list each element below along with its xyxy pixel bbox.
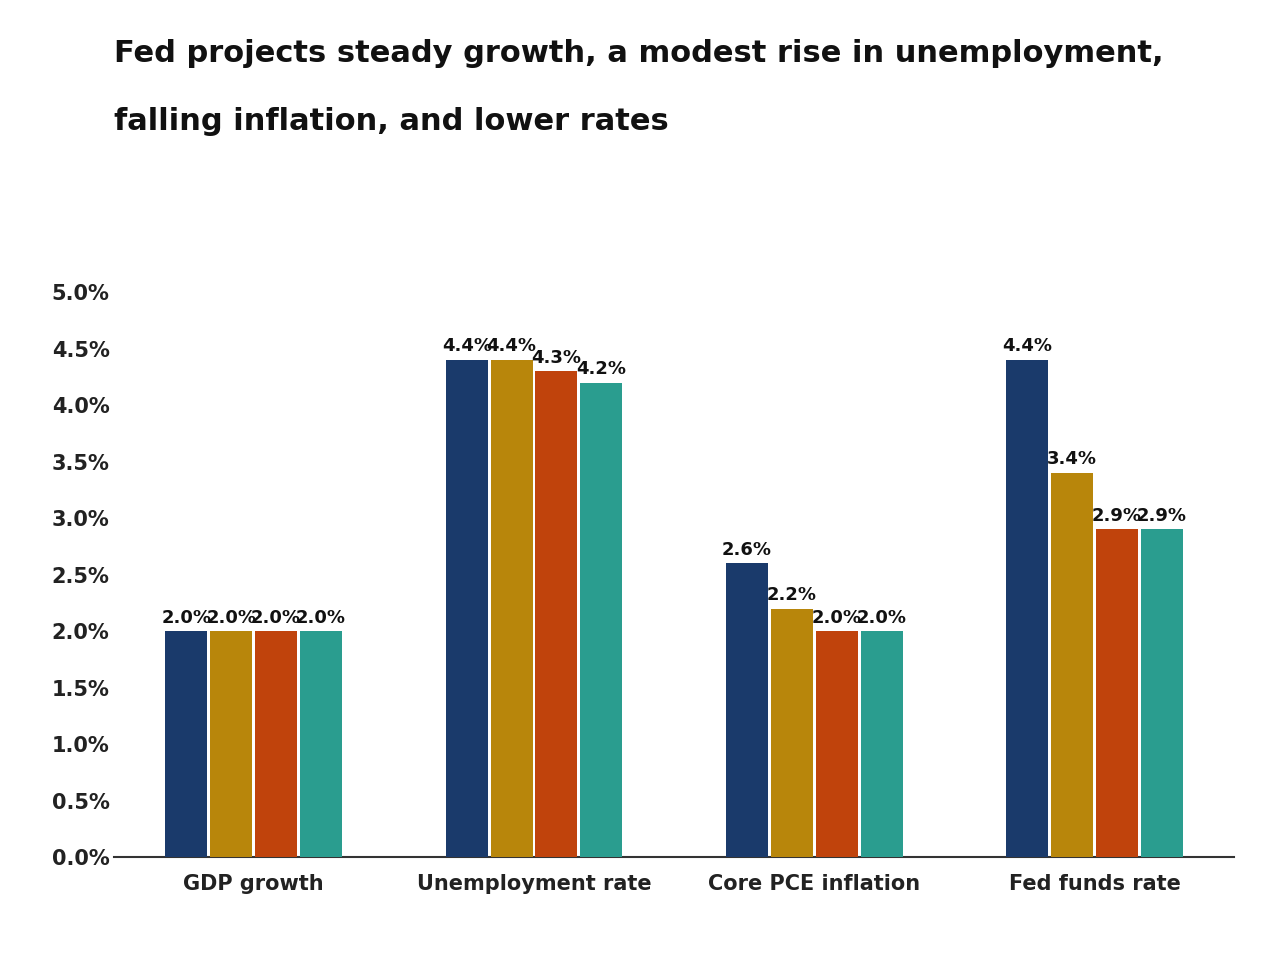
Text: 4.4%: 4.4%	[441, 337, 492, 356]
Text: 4.4%: 4.4%	[487, 337, 537, 356]
Bar	[300, 631, 342, 857]
Bar	[861, 631, 903, 857]
Bar	[445, 360, 487, 857]
Text: 2.6%: 2.6%	[722, 541, 772, 559]
Text: falling inflation, and lower rates: falling inflation, and lower rates	[114, 107, 669, 136]
Bar	[726, 563, 768, 857]
Text: 2.0%: 2.0%	[206, 609, 256, 626]
Text: 4.3%: 4.3%	[532, 349, 581, 367]
Text: 2.0%: 2.0%	[856, 609, 907, 626]
Bar	[256, 631, 298, 857]
Bar	[1006, 360, 1048, 857]
Bar	[165, 631, 207, 857]
Bar	[491, 360, 533, 857]
Bar	[1096, 530, 1138, 857]
Text: 4.4%: 4.4%	[1002, 337, 1052, 356]
Text: 2.0%: 2.0%	[162, 609, 211, 626]
Legend: 2024, 2025, 2026, 2027: 2024, 2025, 2026, 2027	[389, 969, 959, 974]
Text: 2.0%: 2.0%	[812, 609, 861, 626]
Text: 3.4%: 3.4%	[1047, 450, 1098, 468]
Bar	[210, 631, 252, 857]
Bar	[1141, 530, 1183, 857]
Text: 4.2%: 4.2%	[576, 360, 626, 378]
Bar	[815, 631, 857, 857]
Bar	[580, 383, 622, 857]
Text: 2.0%: 2.0%	[251, 609, 301, 626]
Bar	[771, 609, 813, 857]
Text: 2.9%: 2.9%	[1093, 506, 1142, 525]
Text: 2.9%: 2.9%	[1137, 506, 1187, 525]
Text: 2.2%: 2.2%	[767, 586, 817, 604]
Bar	[536, 371, 577, 857]
Bar	[1051, 473, 1093, 857]
Text: 2.0%: 2.0%	[296, 609, 346, 626]
Text: Fed projects steady growth, a modest rise in unemployment,: Fed projects steady growth, a modest ris…	[114, 39, 1164, 68]
